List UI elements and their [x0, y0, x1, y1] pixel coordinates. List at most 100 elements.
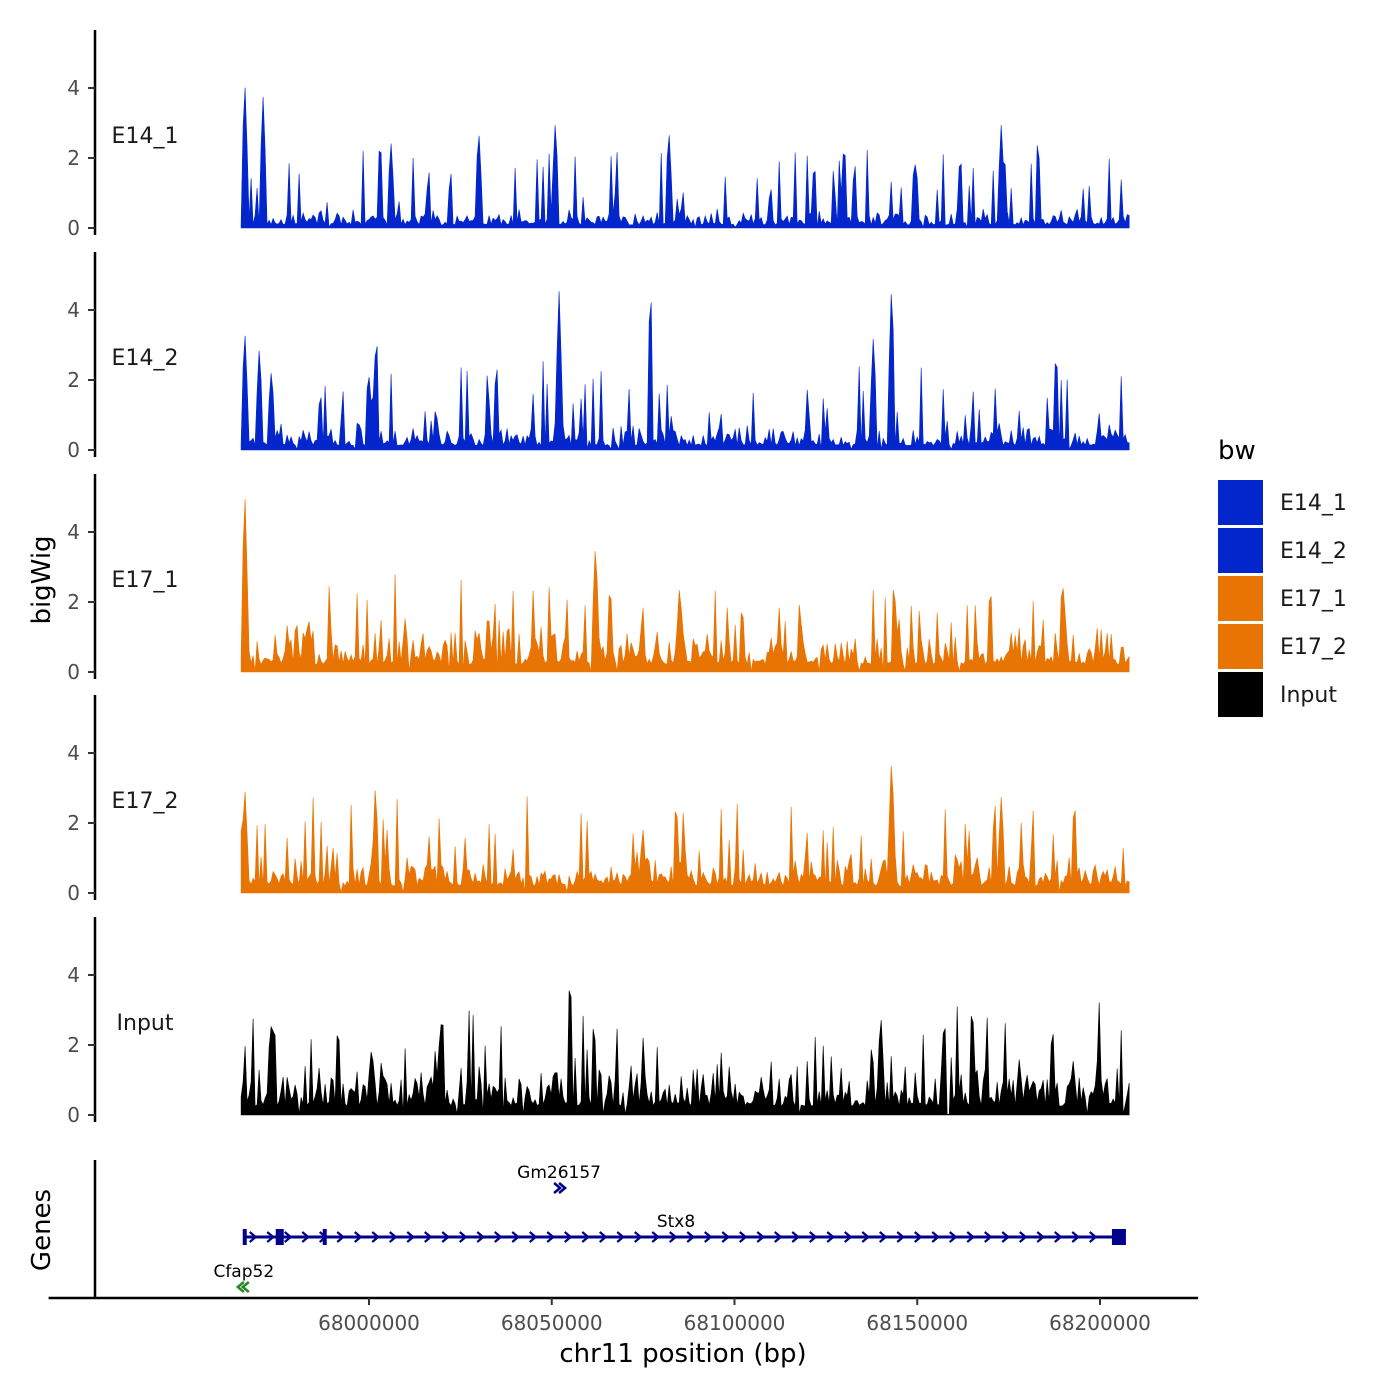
gene-exon — [1111, 1229, 1126, 1245]
track-E14_1: 0 2 4 E14_1 — [67, 30, 1130, 240]
strand-arrow — [984, 1231, 993, 1243]
track-label: Input — [117, 1011, 174, 1036]
strand-arrow — [1036, 1231, 1045, 1243]
gene-exon — [275, 1229, 284, 1245]
track-E14_2: 0 2 4 E14_2 — [67, 252, 1130, 462]
strand-arrow — [1001, 1231, 1010, 1243]
strand-arrow — [774, 1231, 783, 1243]
y-tick-label: 0 — [67, 881, 80, 905]
strand-arrow — [354, 1231, 363, 1243]
strand-arrow — [704, 1231, 713, 1243]
x-axis: 68000000 68050000 68100000 68150000 68200000 — [48, 1296, 1199, 1335]
coverage-area-E14_1 — [240, 87, 1130, 229]
strand-arrow — [284, 1231, 293, 1243]
strand-arrow — [1019, 1231, 1028, 1243]
strand-arrow — [756, 1231, 765, 1243]
track-E17_2: 0 2 4 E17_2 — [67, 695, 1130, 905]
gene-Stx8: Stx8 — [242, 1212, 1126, 1245]
track-label: E14_2 — [112, 346, 179, 371]
x-axis-title: chr11 position (bp) — [559, 1339, 806, 1369]
gene-label: Cfap52 — [213, 1262, 274, 1282]
y-tick-label: 4 — [67, 741, 80, 765]
coverage-area-E17_2 — [240, 765, 1130, 894]
legend-label: E14_1 — [1280, 491, 1347, 516]
strand-arrow — [564, 1231, 573, 1243]
gene-exon — [242, 1229, 247, 1245]
strand-arrow — [826, 1231, 835, 1243]
strand-arrow — [966, 1231, 975, 1243]
legend-title: bw — [1218, 436, 1256, 466]
strand-arrow — [511, 1231, 520, 1243]
genes-axis-title: Genes — [27, 1189, 57, 1271]
gene-Gm26157: Gm26157 — [517, 1163, 601, 1194]
coverage-area-E14_2 — [240, 291, 1130, 451]
strand-arrow — [634, 1231, 643, 1243]
strand-arrow — [896, 1231, 905, 1243]
y-tick-label: 4 — [67, 963, 80, 987]
y-tick-label: 2 — [67, 368, 80, 392]
y-tick-label: 2 — [67, 590, 80, 614]
legend-label: E17_1 — [1280, 587, 1347, 612]
strand-arrow — [599, 1231, 608, 1243]
track-label: E17_2 — [112, 789, 179, 814]
y-tick-label: 4 — [67, 298, 80, 322]
genes-panel: Gm26157 Stx8 Cfap52 — [93, 1160, 1126, 1298]
strand-arrow — [1071, 1231, 1080, 1243]
strand-arrow — [529, 1231, 538, 1243]
strand-arrow — [235, 1281, 245, 1293]
y-axis-title: bigWig — [27, 535, 57, 624]
strand-arrow — [1054, 1231, 1063, 1243]
x-tick-label: 68000000 — [318, 1311, 420, 1335]
strand-arrow — [266, 1231, 275, 1243]
strand-arrow — [389, 1231, 398, 1243]
gene-Cfap52: Cfap52 — [213, 1262, 274, 1293]
legend: bw E14_1 E14_2 E17_1 E17_2 Input — [1218, 436, 1347, 717]
coverage-area-E17_1 — [240, 498, 1130, 673]
x-tick-label: 68200000 — [1049, 1311, 1151, 1335]
strand-arrow — [949, 1231, 958, 1243]
legend-swatch-E14_2 — [1218, 528, 1263, 573]
strand-arrow — [553, 1182, 563, 1194]
strand-arrow — [931, 1231, 940, 1243]
strand-arrow — [494, 1231, 503, 1243]
strand-arrow — [879, 1231, 888, 1243]
strand-arrow — [476, 1231, 485, 1243]
track-label: E17_1 — [112, 568, 179, 593]
x-tick-label: 68150000 — [866, 1311, 968, 1335]
y-tick-label: 4 — [67, 520, 80, 544]
gene-label: Stx8 — [657, 1212, 695, 1232]
y-tick-label: 0 — [67, 1103, 80, 1127]
strand-arrow — [914, 1231, 923, 1243]
legend-label: E14_2 — [1280, 539, 1347, 564]
legend-label: Input — [1280, 683, 1337, 708]
strand-arrow — [371, 1231, 380, 1243]
strand-arrow — [861, 1231, 870, 1243]
strand-arrow — [459, 1231, 468, 1243]
strand-arrow — [739, 1231, 748, 1243]
strand-arrow — [651, 1231, 660, 1243]
strand-arrow — [424, 1231, 433, 1243]
coverage-area-Input — [240, 990, 1130, 1116]
legend-swatch-Input — [1218, 672, 1263, 717]
strand-arrow — [546, 1231, 555, 1243]
y-tick-label: 2 — [67, 811, 80, 835]
track-E17_1: 0 2 4 E17_1 — [67, 474, 1130, 684]
track-label: E14_1 — [112, 124, 179, 149]
strand-arrow — [249, 1231, 258, 1243]
y-tick-label: 2 — [67, 146, 80, 170]
strand-arrow — [581, 1231, 590, 1243]
strand-arrow — [1089, 1231, 1098, 1243]
y-tick-label: 2 — [67, 1033, 80, 1057]
x-tick-label: 68050000 — [501, 1311, 603, 1335]
gene-label: Gm26157 — [517, 1163, 601, 1183]
strand-arrow — [406, 1231, 415, 1243]
y-tick-label: 0 — [67, 216, 80, 240]
strand-arrow — [791, 1231, 800, 1243]
strand-arrow — [686, 1231, 695, 1243]
legend-label: E17_2 — [1280, 635, 1347, 660]
strand-arrow — [319, 1231, 328, 1243]
x-tick-label: 68100000 — [684, 1311, 786, 1335]
strand-arrow — [616, 1231, 625, 1243]
strand-arrow — [558, 1182, 568, 1194]
